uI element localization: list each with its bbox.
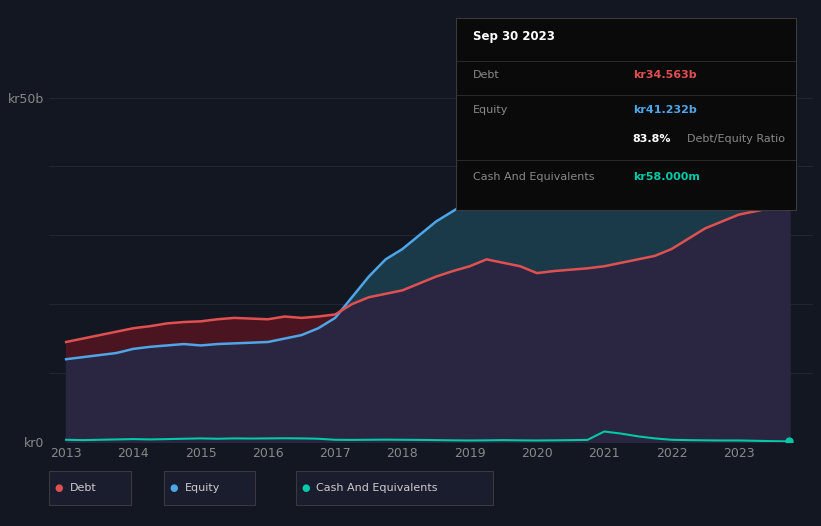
Text: kr41.232b: kr41.232b [633, 105, 696, 115]
Text: ●: ● [55, 482, 63, 493]
Text: Sep 30 2023: Sep 30 2023 [473, 30, 554, 43]
Text: Equity: Equity [473, 105, 508, 115]
Text: Cash And Equivalents: Cash And Equivalents [473, 172, 594, 182]
Text: kr34.563b: kr34.563b [633, 70, 696, 80]
Text: Equity: Equity [185, 482, 220, 493]
Text: Debt: Debt [473, 70, 499, 80]
Text: kr58.000m: kr58.000m [633, 172, 699, 182]
Text: ●: ● [301, 482, 310, 493]
Text: ●: ● [170, 482, 178, 493]
Text: 83.8%: 83.8% [633, 134, 672, 144]
Text: Cash And Equivalents: Cash And Equivalents [316, 482, 438, 493]
Text: Debt/Equity Ratio: Debt/Equity Ratio [687, 134, 786, 144]
Text: Debt: Debt [70, 482, 97, 493]
